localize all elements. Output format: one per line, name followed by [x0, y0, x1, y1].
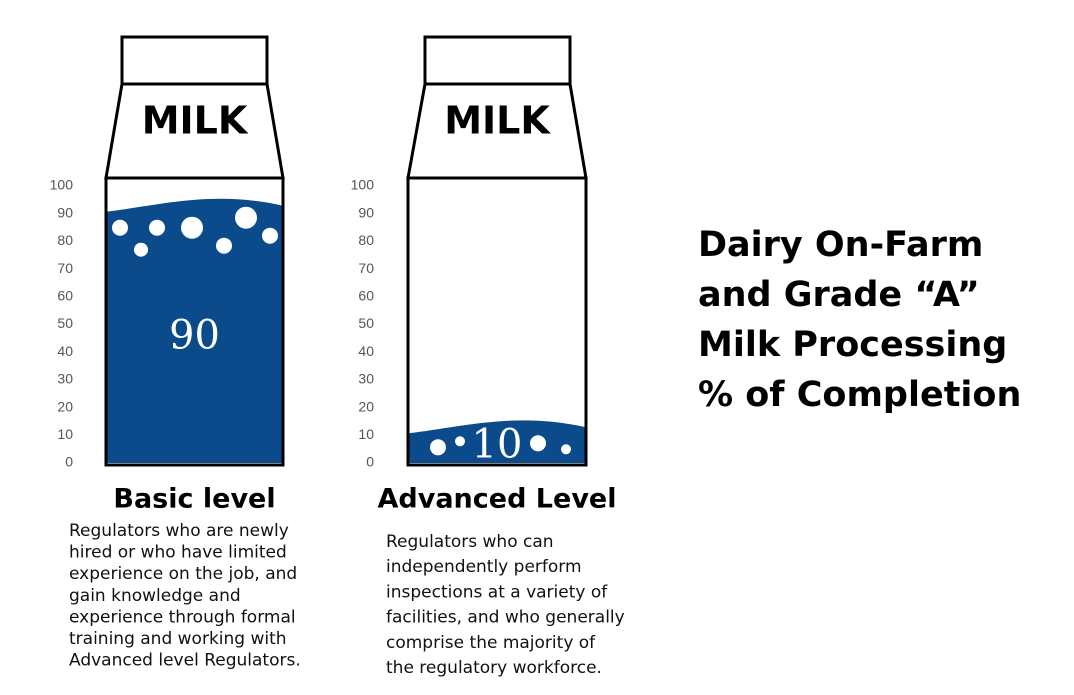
- description-line: facilities, and who generally: [386, 608, 625, 628]
- milk-level: [408, 420, 586, 463]
- category-label: Advanced Level: [378, 484, 617, 515]
- description-line: gain knowledge and: [69, 586, 241, 606]
- y-tick-label: 100: [50, 177, 74, 193]
- y-tick-label: 60: [358, 288, 374, 304]
- carton-body: [104, 176, 285, 467]
- y-tick-label: 90: [358, 204, 374, 220]
- description-line: training and working with: [69, 629, 287, 649]
- description-line: independently perform: [386, 557, 582, 577]
- bubble: [530, 435, 546, 452]
- description-line: the regulatory workforce.: [386, 658, 602, 678]
- category-label: Basic level: [113, 484, 275, 515]
- bubble: [149, 219, 165, 236]
- bubble: [561, 444, 571, 455]
- bubble: [112, 219, 128, 236]
- y-tick-label: 50: [358, 315, 374, 331]
- carton-label: MILK: [444, 99, 551, 143]
- y-tick-label: 10: [358, 426, 374, 442]
- y-tick-label: 20: [358, 398, 374, 414]
- bubble: [181, 216, 203, 239]
- chart-title: % of Completion: [698, 375, 1021, 415]
- description-line: Regulators who are newly: [69, 521, 289, 541]
- chart-title: Milk Processing: [698, 325, 1007, 365]
- y-tick-label: 80: [57, 232, 73, 248]
- y-tick-label: 70: [358, 260, 374, 276]
- y-tick-label: 10: [57, 426, 73, 442]
- bubble: [134, 242, 148, 257]
- y-tick-label: 0: [65, 454, 73, 470]
- y-tick-label: 0: [366, 454, 374, 470]
- y-tick-label: 20: [57, 398, 73, 414]
- y-tick-label: 80: [358, 232, 374, 248]
- carton-body: [406, 176, 588, 467]
- bubble: [430, 439, 446, 456]
- y-tick-label: 30: [57, 371, 73, 387]
- value-label: 90: [169, 312, 220, 358]
- chart-title: Dairy On-Farm: [698, 225, 983, 265]
- description-line: Advanced level Regulators.: [69, 651, 301, 671]
- description-line: experience on the job, and: [69, 564, 297, 584]
- description-line: Regulators who can: [386, 532, 554, 552]
- bubble: [455, 436, 465, 447]
- description-line: comprise the majority of: [386, 633, 596, 653]
- carton-cap: [120, 35, 269, 86]
- y-tick-label: 40: [57, 343, 73, 359]
- y-tick-label: 30: [358, 371, 374, 387]
- carton-label: MILK: [142, 99, 249, 143]
- bubble: [235, 206, 257, 229]
- value-label: 10: [472, 421, 523, 467]
- y-tick-label: 100: [351, 177, 375, 193]
- bubble: [262, 227, 278, 244]
- y-tick-label: 40: [358, 343, 374, 359]
- bubble: [216, 237, 232, 254]
- y-tick-label: 90: [57, 204, 73, 220]
- y-tick-label: 60: [57, 288, 73, 304]
- description-line: inspections at a variety of: [386, 582, 608, 602]
- y-tick-label: 70: [57, 260, 73, 276]
- y-tick-label: 50: [57, 315, 73, 331]
- description-line: hired or who have limited: [69, 543, 287, 563]
- carton-cap: [423, 35, 572, 86]
- description-line: experience through formal: [69, 607, 296, 627]
- milk-level: [106, 198, 283, 463]
- chart-title: and Grade “A”: [698, 275, 980, 315]
